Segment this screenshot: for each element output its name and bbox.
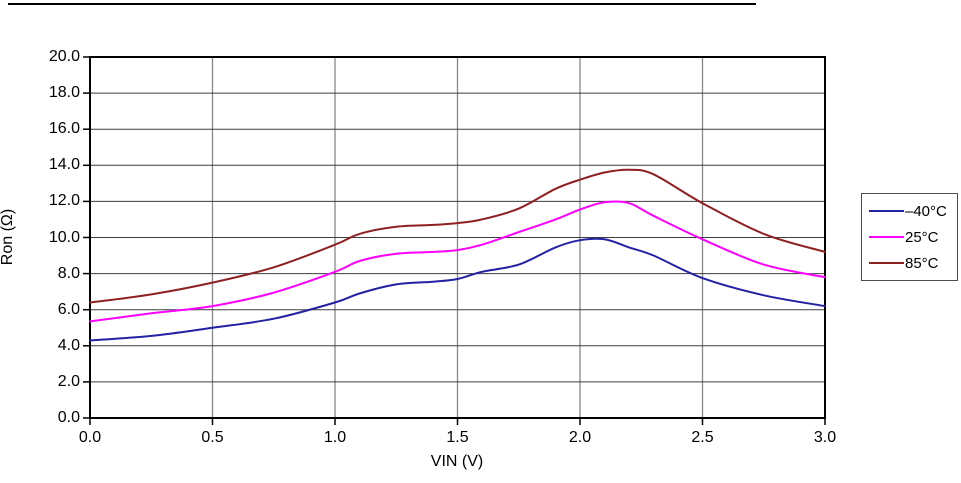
- legend-label: 85°C: [905, 254, 939, 272]
- legend-label: 25°C: [905, 228, 939, 246]
- y-tick-label: 0.0: [57, 409, 80, 426]
- y-tick-label: 8.0: [57, 264, 80, 282]
- legend-line-sample: [869, 210, 904, 212]
- legend-line-sample: [869, 262, 904, 264]
- legend-line-sample: [869, 236, 904, 238]
- figure-top-rule: [8, 3, 756, 5]
- y-tick-label: 18.0: [48, 84, 80, 102]
- plot-frame: [89, 56, 826, 419]
- series-line: [89, 168, 826, 304]
- x-tick-label: 1.0: [323, 429, 347, 446]
- x-tick-label: 0.5: [201, 429, 224, 446]
- legend-label: –40°C: [905, 202, 947, 220]
- x-axis-title: VIN (V): [430, 453, 484, 470]
- y-tick-label: 2.0: [57, 372, 80, 390]
- series-line: [89, 237, 826, 342]
- y-tick-label: 6.0: [57, 300, 80, 318]
- x-tick-label: 2.0: [568, 429, 592, 446]
- y-axis-title: Ron (Ω): [0, 208, 16, 266]
- series-line: [89, 200, 826, 323]
- x-tick-label: 3.0: [813, 429, 837, 446]
- y-tick-label: 14.0: [48, 156, 80, 174]
- x-tick-label: 0.0: [78, 429, 102, 446]
- legend-entry: –40°C: [869, 203, 957, 220]
- y-tick-label: 4.0: [57, 336, 80, 354]
- legend-entry: 85°C: [869, 255, 957, 272]
- legend-entry: 25°C: [869, 229, 957, 246]
- x-tick-label: 1.5: [446, 429, 469, 446]
- legend-box: –40°C 25°C 85°C: [861, 193, 958, 281]
- y-tick-label: 12.0: [48, 192, 80, 210]
- y-tick-label: 16.0: [48, 120, 80, 138]
- y-tick-label: 10.0: [48, 228, 80, 246]
- y-tick-label: 20.0: [48, 48, 80, 65]
- x-tick-label: 2.5: [691, 429, 714, 446]
